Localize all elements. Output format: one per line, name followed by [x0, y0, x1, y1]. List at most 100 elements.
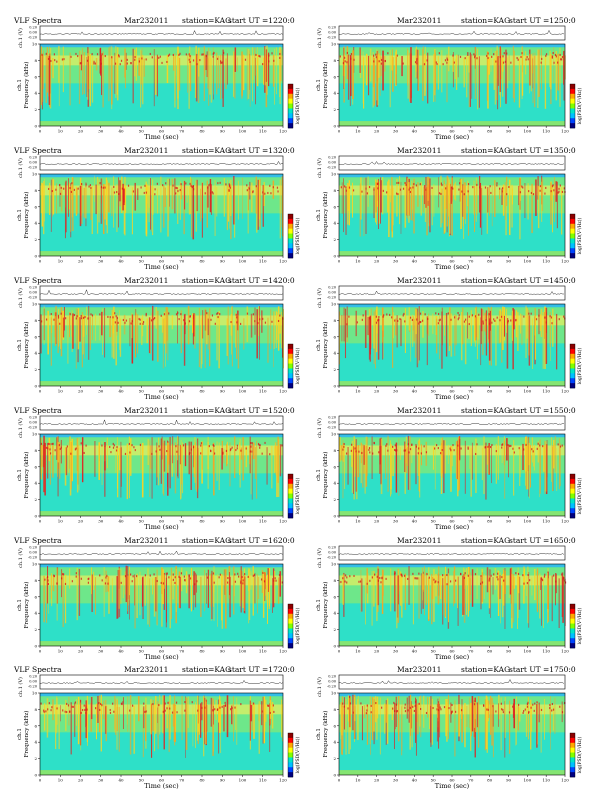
hot-spot	[342, 577, 344, 580]
sferic-streak	[69, 441, 72, 496]
colorbar-segment	[570, 752, 575, 758]
waveform-y-label: ch.1 (V)	[316, 158, 323, 178]
waveform-tick-label: 0.20	[328, 26, 336, 30]
hot-spot	[47, 57, 50, 60]
sferic-streak	[499, 309, 502, 343]
sferic-streak	[146, 188, 148, 237]
hot-spot	[165, 572, 167, 575]
colorbar-frame	[569, 732, 576, 778]
hot-spot	[154, 316, 156, 320]
sferic-streak	[535, 179, 537, 216]
sferic-streak	[423, 185, 426, 205]
hot-spot	[112, 442, 114, 445]
sferic-streak	[267, 574, 268, 624]
x-tick-label: 90	[220, 519, 226, 524]
sferic-streak	[123, 188, 125, 206]
sferic-streak	[524, 183, 526, 218]
hot-spot	[551, 322, 553, 325]
hot-spot	[530, 312, 532, 315]
colorbar-segment	[570, 608, 575, 615]
y-tick-label: 10	[331, 691, 337, 696]
panel-start-time: start UT =1650:0	[509, 536, 576, 545]
sferic-streak	[56, 696, 58, 734]
hot-spot	[527, 573, 529, 577]
hot-spot	[166, 572, 168, 575]
sferic-streak	[261, 701, 263, 726]
panel-date: Mar232011	[124, 665, 168, 674]
sferic-streak	[113, 176, 115, 228]
hot-spot	[104, 55, 106, 58]
x-tick-label: 50	[431, 778, 437, 783]
x-tick-label: 120	[279, 129, 287, 134]
colorbar-segment	[570, 633, 575, 639]
sferic-streak	[229, 572, 230, 596]
sferic-streak	[528, 49, 531, 86]
x-tick-label: 80	[199, 129, 205, 134]
hot-spot	[399, 317, 401, 321]
hot-spot	[507, 321, 509, 324]
hot-spot	[105, 576, 107, 579]
sferic-streak	[69, 316, 71, 338]
hot-spot	[383, 314, 385, 317]
waveform-trace	[338, 553, 565, 555]
hot-spot	[381, 706, 383, 709]
x-tick-label: 30	[98, 649, 104, 654]
sferic-streak	[262, 571, 265, 618]
hot-spot	[112, 446, 115, 449]
hot-spot	[213, 581, 215, 584]
sferic-streak	[43, 435, 45, 493]
sferic-streak	[394, 318, 397, 336]
hot-spot	[438, 319, 440, 322]
colorbar-segment	[570, 113, 575, 119]
hot-spot	[553, 574, 555, 577]
hot-spot	[445, 187, 447, 190]
sferic-streak	[498, 703, 499, 727]
sferic-streak	[234, 51, 236, 99]
hot-spot	[259, 446, 261, 449]
hot-spot	[189, 182, 191, 185]
hot-spot	[192, 446, 195, 449]
sferic-streak	[272, 578, 273, 613]
x-tick-label: 70	[179, 129, 185, 134]
hot-spot	[192, 59, 195, 62]
sferic-streak	[99, 48, 101, 74]
sferic-streak	[543, 576, 544, 629]
hot-spot	[366, 582, 368, 585]
waveform-tick-label: 0.00	[29, 31, 37, 35]
hot-spot	[273, 710, 275, 713]
y-tick-label: 8	[333, 707, 336, 712]
hot-spot	[459, 182, 461, 185]
hot-spot	[113, 191, 116, 194]
hot-spot	[252, 313, 255, 316]
spectrogram-top-band	[40, 304, 283, 308]
hot-spot	[536, 447, 538, 450]
y-tick-label: 2	[333, 627, 336, 632]
sferic-streak	[536, 570, 539, 611]
sferic-streak	[561, 572, 564, 618]
sferic-streak	[370, 308, 372, 348]
hot-spot	[240, 581, 242, 584]
hot-spot	[145, 312, 147, 315]
y-tick-label: 8	[333, 58, 336, 63]
hot-spot	[150, 319, 153, 322]
hot-spot	[214, 322, 216, 325]
x-tick-label: 80	[199, 519, 205, 524]
sferic-streak	[240, 447, 243, 460]
colorbar-segment	[570, 742, 575, 748]
colorbar-segment	[570, 214, 575, 220]
sferic-streak	[195, 180, 198, 232]
sferic-streak	[234, 436, 236, 479]
sferic-streak	[341, 182, 343, 214]
sferic-streak	[445, 312, 448, 357]
hot-spot	[129, 709, 131, 712]
x-tick-label: 40	[412, 649, 418, 654]
hot-spot	[234, 706, 236, 709]
panel-date: Mar232011	[397, 406, 441, 415]
hot-spot	[188, 58, 190, 61]
sferic-streak	[108, 576, 110, 614]
panel-date: Mar232011	[124, 536, 168, 545]
sferic-streak	[392, 57, 394, 92]
